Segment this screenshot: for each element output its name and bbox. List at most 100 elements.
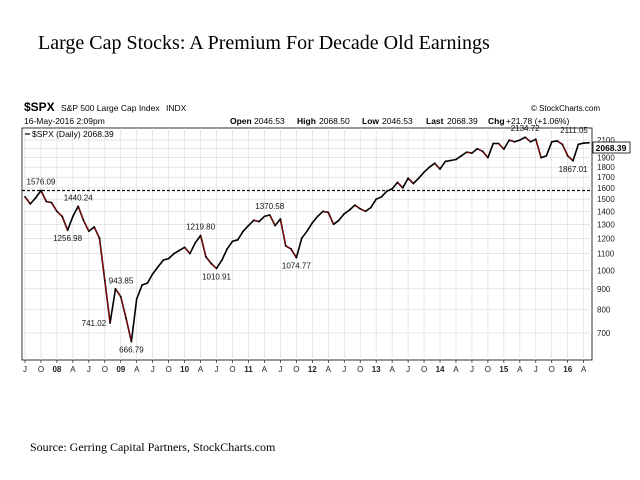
down-segment [397,182,404,189]
down-segment [322,210,329,213]
down-segment [93,226,100,239]
y-tick-label: 1200 [597,234,615,243]
x-tick-label: J [470,365,474,374]
high-value: 2068.50 [319,116,350,126]
x-tick-label: 15 [499,365,508,374]
down-segment [524,136,531,143]
price-point [194,241,197,244]
price-point [306,230,308,233]
price-point [56,210,58,213]
price-point [40,189,42,192]
price-point [263,215,266,218]
x-tick-label: J [534,365,538,374]
down-segment [354,204,361,210]
down-segment [253,219,260,222]
x-tick-label: O [293,365,299,374]
price-point [290,247,292,250]
price-point [300,237,303,240]
x-tick-label: 13 [372,365,381,374]
price-point [412,182,415,185]
low-label: Low [362,116,379,126]
price-point [50,201,53,204]
y-axis-ticks: 700 800 900 1000 1100 1200 1300 1400 1500 1600 170… [597,136,615,338]
down-segment [327,212,334,225]
annotation-label: 1370.58 [255,202,284,211]
x-tick-label: A [70,365,76,374]
price-point [87,230,90,233]
down-segment [360,208,366,212]
low-value: 2046.53 [382,116,413,126]
x-tick-label: A [389,365,395,374]
price-point [77,205,80,208]
x-tick-label: A [198,365,204,374]
down-segment [125,318,132,342]
down-segment [535,139,542,158]
x-tick-label: O [357,365,363,374]
high-label: High [297,116,316,126]
y-tick-label: 1800 [597,163,615,172]
price-point [375,198,378,201]
down-segment [482,151,489,158]
price-point [502,148,505,151]
price-point [550,140,553,143]
price-point [529,140,532,143]
price-point [428,166,431,169]
price-point [449,159,452,162]
price-point [231,240,234,243]
price-point [391,188,394,190]
price-point [343,212,346,215]
down-segment [61,216,68,231]
annotation-label: 666.79 [119,345,144,354]
annotation-label: 1576.09 [27,177,56,186]
x-tick-label: A [262,365,268,374]
price-point [369,206,372,209]
price-point [364,210,367,213]
annotation-label: 1440.24 [64,193,93,202]
y-tick-label: 900 [597,285,611,294]
chart-date: 16-May-2016 2:09pm [24,116,105,126]
annotations: 1576.09 1440.24 1256.98 943.85 741.02 666.79 1… [27,124,589,354]
x-tick-label: A [517,365,523,374]
price-point [61,215,64,218]
price-point [417,177,420,180]
price-point [401,186,404,189]
price-point [332,223,335,226]
price-point [252,219,255,222]
price-point [162,259,165,262]
down-segment [269,214,276,226]
annotation-label: 2134.72 [511,124,540,133]
price-point [45,200,48,203]
source-note: Source: Gerring Capital Partners, StockC… [30,440,276,454]
price-point [572,159,574,162]
price-point [157,265,159,268]
x-tick-label: J [342,365,346,374]
chart-exchange: INDX [166,103,187,113]
price-point [220,259,223,262]
annotation-label: 2111.05 [560,126,588,135]
price-point [556,140,558,142]
price-point [353,204,356,207]
price-point [359,207,362,210]
price-point [396,181,399,184]
x-tick-label: J [406,365,410,374]
down-segment [104,280,111,323]
price-point [119,295,122,298]
price-point [98,237,101,240]
price-point [210,262,213,265]
price-point [566,154,569,157]
price-point [114,287,117,290]
x-tick-label: 09 [116,365,125,374]
y-tick-label: 1400 [597,207,615,216]
last-price-box [592,141,631,154]
down-segment [290,248,297,258]
x-tick-label: O [421,365,427,374]
down-segment [556,140,563,145]
x-tick-label: O [229,365,235,374]
price-point [215,267,218,270]
price-point [242,230,245,233]
down-segment [200,235,207,257]
price-point [24,195,26,198]
x-tick-label: A [134,365,140,374]
price-point [66,229,69,232]
